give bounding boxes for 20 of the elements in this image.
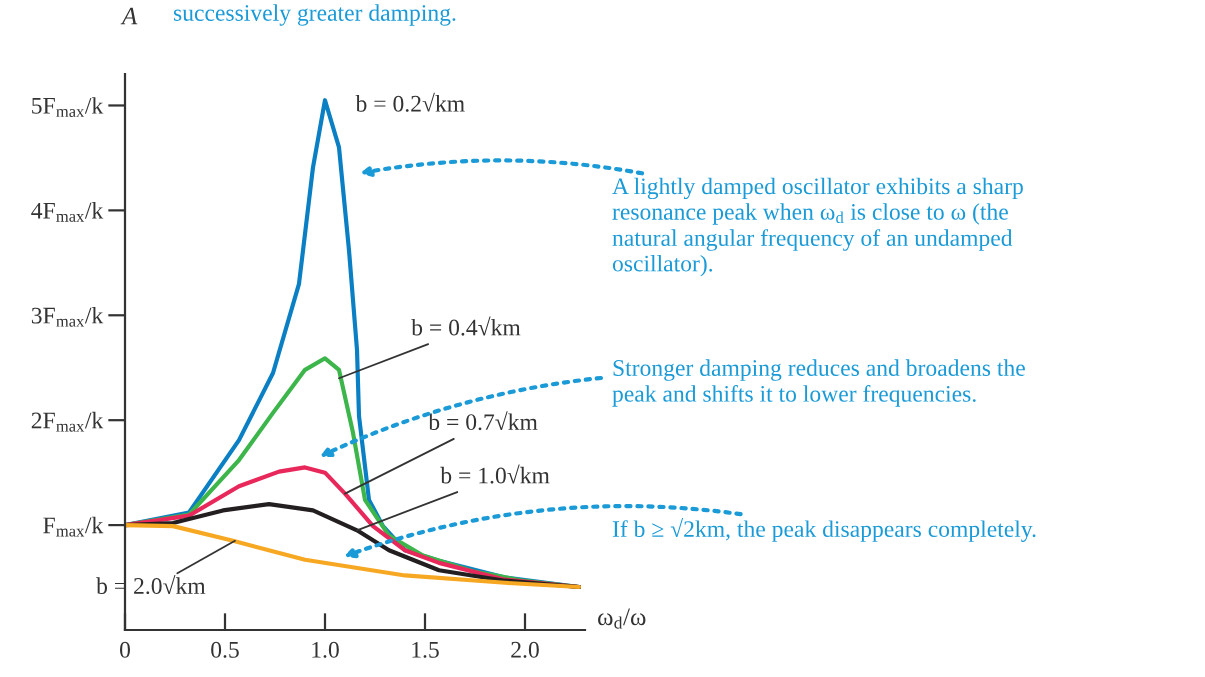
annotation: b = 0.7√km [428,411,538,431]
text: Stronger damping reduces and broadens the peak and shifts it to lower frequencies. [612,359,1025,407]
y-axis-title: A [120,7,138,25]
x-axis-title: ω$_{d}$/ω [598,608,646,629]
y-tick-label: F$_{max}$/k [43,516,104,537]
text: successively greater damping. [173,4,456,26]
x-tick-label: 2.0 [511,641,539,658]
y-tick-label: 3F$_{max}$/k [31,306,104,327]
x-tick-label: 0.5 [211,641,239,658]
y-tick-label: 5F$_{max}$/k [32,97,104,117]
annotation: b = 1.0√km [440,464,550,484]
annotation: b = 0.4√km [411,316,521,336]
annotation: b = 0.2√km [355,92,465,112]
x-tick-label: 1.5 [412,641,439,658]
y-tick-label: 2F$_{max}$/k [31,411,104,432]
x-tick-label: 1.0 [312,641,339,658]
y-tick-label: 4F$_{max}$/k [31,202,104,222]
x-tick-label: 0 [120,641,130,658]
text: If b ≥ √2km, the peak disappears completely. [612,518,1036,542]
text: A lightly damped oscillator exhibits a sharp resonance peak when ω$_{d}$ is close to ω (the natural angular frequency of an undamped oscillator). [612,177,1023,277]
